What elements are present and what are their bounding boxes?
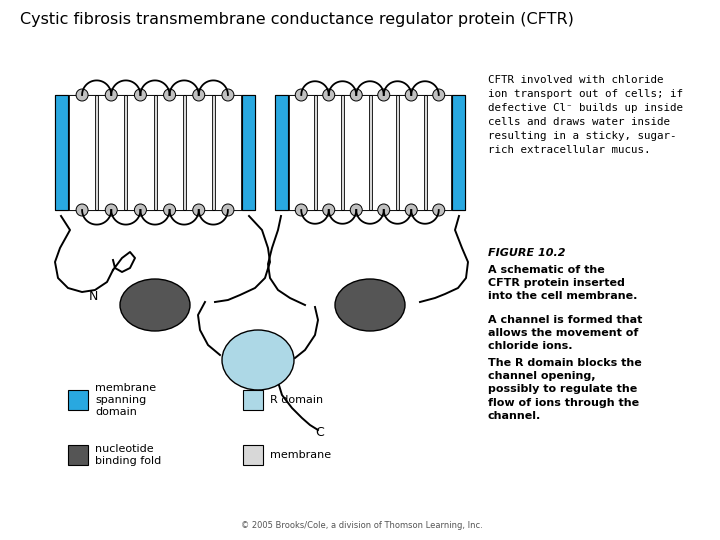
Circle shape [222, 89, 234, 101]
Bar [55, 95, 68, 210]
Bar [399, 95, 423, 210]
Circle shape [105, 204, 117, 216]
Bar [243, 390, 263, 410]
Text: The R domain blocks the
channel opening,
possibly to regulate the
flow of ions t: The R domain blocks the channel opening,… [488, 358, 642, 421]
Circle shape [295, 89, 307, 101]
Circle shape [405, 89, 418, 101]
Circle shape [433, 204, 445, 216]
Text: membrane: membrane [270, 450, 331, 460]
Circle shape [193, 204, 204, 216]
Circle shape [105, 89, 117, 101]
Bar [55, 95, 255, 210]
Circle shape [350, 204, 362, 216]
Bar [215, 95, 241, 210]
Circle shape [163, 89, 176, 101]
Bar [426, 95, 451, 210]
Ellipse shape [222, 330, 294, 390]
Circle shape [295, 204, 307, 216]
Text: Cystic fibrosis transmembrane conductance regulator protein (CFTR): Cystic fibrosis transmembrane conductanc… [20, 12, 574, 27]
Bar [69, 95, 95, 210]
Bar [68, 445, 88, 465]
Bar [452, 95, 465, 210]
Circle shape [405, 204, 418, 216]
Bar [127, 95, 153, 210]
Text: membrane
spanning
domain: membrane spanning domain [95, 383, 156, 417]
Bar [372, 95, 396, 210]
Text: FIGURE 10.2: FIGURE 10.2 [488, 248, 565, 258]
Bar [317, 95, 341, 210]
Text: © 2005 Brooks/Cole, a division of Thomson Learning, Inc.: © 2005 Brooks/Cole, a division of Thomso… [241, 521, 483, 530]
Bar [275, 95, 288, 210]
Text: CFTR involved with chloride
ion transport out of cells; if
defective Cl⁻ builds : CFTR involved with chloride ion transpor… [488, 75, 683, 155]
Bar [243, 445, 263, 465]
Circle shape [163, 204, 176, 216]
Circle shape [222, 204, 234, 216]
Bar [275, 95, 465, 210]
Ellipse shape [335, 279, 405, 331]
Bar [68, 390, 88, 410]
Text: A channel is formed that
allows the movement of
chloride ions.: A channel is formed that allows the move… [488, 315, 642, 352]
Bar [242, 95, 255, 210]
Text: R domain: R domain [270, 395, 323, 405]
Ellipse shape [120, 279, 190, 331]
Text: A schematic of the
CFTR protein inserted
into the cell membrane.: A schematic of the CFTR protein inserted… [488, 265, 637, 301]
Text: C: C [315, 426, 325, 438]
Circle shape [323, 89, 335, 101]
Text: nucleotide
binding fold: nucleotide binding fold [95, 444, 161, 466]
Bar [289, 95, 313, 210]
Circle shape [135, 89, 146, 101]
Circle shape [433, 89, 445, 101]
Circle shape [323, 204, 335, 216]
Circle shape [378, 204, 390, 216]
Circle shape [135, 204, 146, 216]
Circle shape [76, 89, 88, 101]
Bar [98, 95, 125, 210]
Circle shape [76, 204, 88, 216]
Circle shape [193, 89, 204, 101]
Text: N: N [89, 291, 98, 303]
Circle shape [378, 89, 390, 101]
Bar [186, 95, 212, 210]
Bar [344, 95, 369, 210]
Circle shape [350, 89, 362, 101]
Bar [156, 95, 183, 210]
